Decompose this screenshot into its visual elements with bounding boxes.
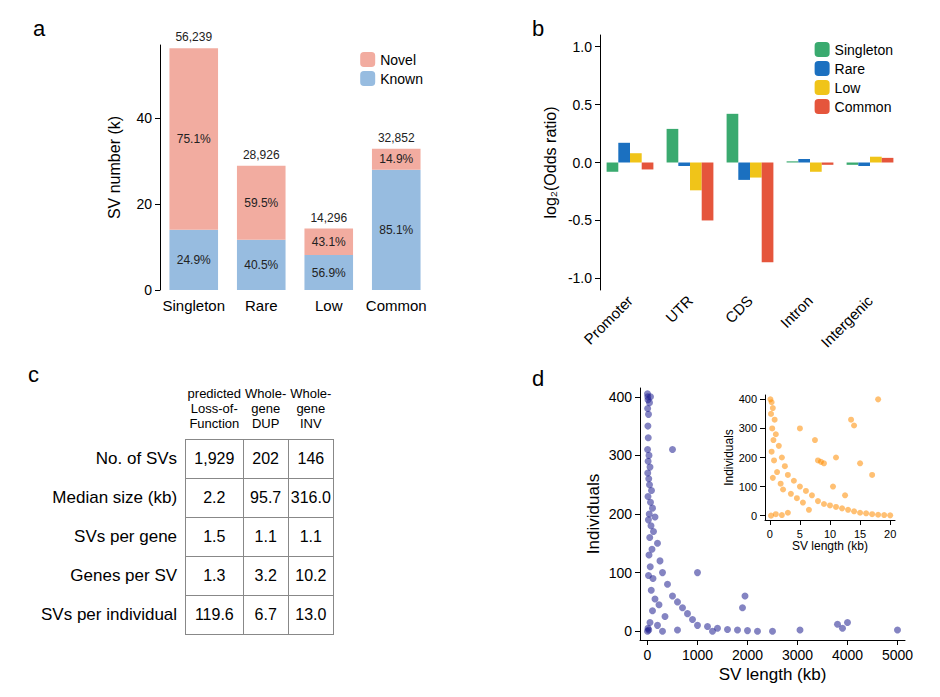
svg-text:1000: 1000 [682,647,713,663]
html-text:202: 202 [252,450,279,467]
svg-text:CDS: CDS [722,292,756,326]
html-text:c: c [28,362,39,387]
svg-text:3000: 3000 [782,647,813,663]
svg-text:2000: 2000 [732,647,763,663]
svg-text:56.9%: 56.9% [312,266,346,280]
svg-text:14,296: 14,296 [310,211,347,225]
svg-text:Low: Low [835,80,862,96]
svg-text:UTR: UTR [662,292,696,326]
svg-text:SV length (kb): SV length (kb) [792,539,868,553]
svg-text:75.1%: 75.1% [177,132,211,146]
svg-text:20: 20 [136,196,152,212]
svg-text:0: 0 [751,510,757,522]
svg-text:0: 0 [144,282,152,298]
svg-text:Known: Known [380,71,423,87]
svg-text:40: 40 [136,110,152,126]
svg-text:b: b [532,16,544,41]
svg-text:100: 100 [609,565,633,581]
svg-text:400: 400 [739,393,757,405]
html-text:SVs per gene: SVs per gene [74,527,178,546]
html-text:316.0: 316.0 [290,489,331,506]
svg-text:100: 100 [739,481,757,493]
svg-text:14.9%: 14.9% [379,152,413,166]
html-text:1.3: 1.3 [203,567,226,584]
html-text:6.7: 6.7 [254,606,277,623]
svg-text:Rare: Rare [835,61,866,77]
svg-text:SV number (k): SV number (k) [106,116,123,219]
html-text:3.2: 3.2 [254,567,277,584]
svg-text:Rare: Rare [245,297,278,314]
html-text:1.5: 1.5 [203,528,226,545]
html-text:10.2: 10.2 [295,567,327,584]
svg-text:Singleton: Singleton [835,42,893,58]
html-text:No. of SVs: No. of SVs [95,449,178,468]
svg-text:32,852: 32,852 [378,131,415,145]
svg-text:5000: 5000 [882,647,913,663]
svg-text:Individuals: Individuals [584,474,603,554]
svg-text:5: 5 [797,528,803,540]
html-text:Whole-gene INV: Whole-gene INV [290,386,332,431]
svg-text:24.9%: 24.9% [177,253,211,267]
svg-text:Promoter: Promoter [580,292,636,348]
svg-text:43.1%: 43.1% [312,235,346,249]
svg-text:d: d [532,366,544,391]
svg-text:0: 0 [644,647,652,663]
html-text:13.0: 13.0 [295,606,327,623]
svg-text:0: 0 [767,528,773,540]
svg-text:Individuals: Individuals [722,429,736,486]
svg-text:1.0: 1.0 [573,39,593,55]
svg-text:400: 400 [609,389,633,405]
svg-text:200: 200 [739,452,757,464]
svg-text:Novel: Novel [380,52,416,68]
html-text:1.1: 1.1 [254,528,277,545]
svg-text:a: a [33,16,46,41]
svg-text:56,239: 56,239 [175,30,212,44]
svg-text:40.5%: 40.5% [244,258,278,272]
svg-text:20: 20 [884,528,896,540]
html-text:1,929: 1,929 [194,450,235,467]
svg-text:Common: Common [366,297,427,314]
svg-text:28,926: 28,926 [243,148,280,162]
svg-text:0: 0 [624,623,632,639]
svg-text:0.5: 0.5 [573,97,593,113]
svg-text:-1.0: -1.0 [568,270,592,286]
svg-text:300: 300 [609,447,633,463]
svg-text:4000: 4000 [832,647,863,663]
svg-text:-0.5: -0.5 [568,212,592,228]
svg-text:10: 10 [824,528,836,540]
svg-text:Intergenic: Intergenic [817,292,876,351]
svg-text:15: 15 [854,528,866,540]
html-text:Median size (kb): Median size (kb) [52,488,178,507]
svg-text:300: 300 [739,422,757,434]
svg-text:SV length (kb): SV length (kb) [719,665,827,684]
svg-text:0.0: 0.0 [573,155,593,171]
svg-text:Common: Common [835,99,892,115]
html-text:Genes per SV: Genes per SV [70,566,178,585]
svg-text:200: 200 [609,506,633,522]
html-text:2.2: 2.2 [203,489,226,506]
html-text:119.6: 119.6 [194,606,234,623]
html-text:Whole-gene DUP: Whole-gene DUP [245,386,287,431]
svg-text:Low: Low [315,297,343,314]
html-text:146: 146 [297,450,325,467]
html-text:95.7: 95.7 [250,489,282,506]
svg-text:Singleton: Singleton [162,297,225,314]
svg-text:Intron: Intron [777,292,816,331]
svg-text:85.1%: 85.1% [379,223,413,237]
html-text:SVs per individual: SVs per individual [41,605,178,624]
svg-text:59.5%: 59.5% [244,196,278,210]
svg-text:log₂(Odds ratio): log₂(Odds ratio) [542,106,559,218]
html-text:1.1: 1.1 [299,528,322,545]
html-text:predicted Loss-of-Function: predicted Loss-of-Function [187,386,242,431]
